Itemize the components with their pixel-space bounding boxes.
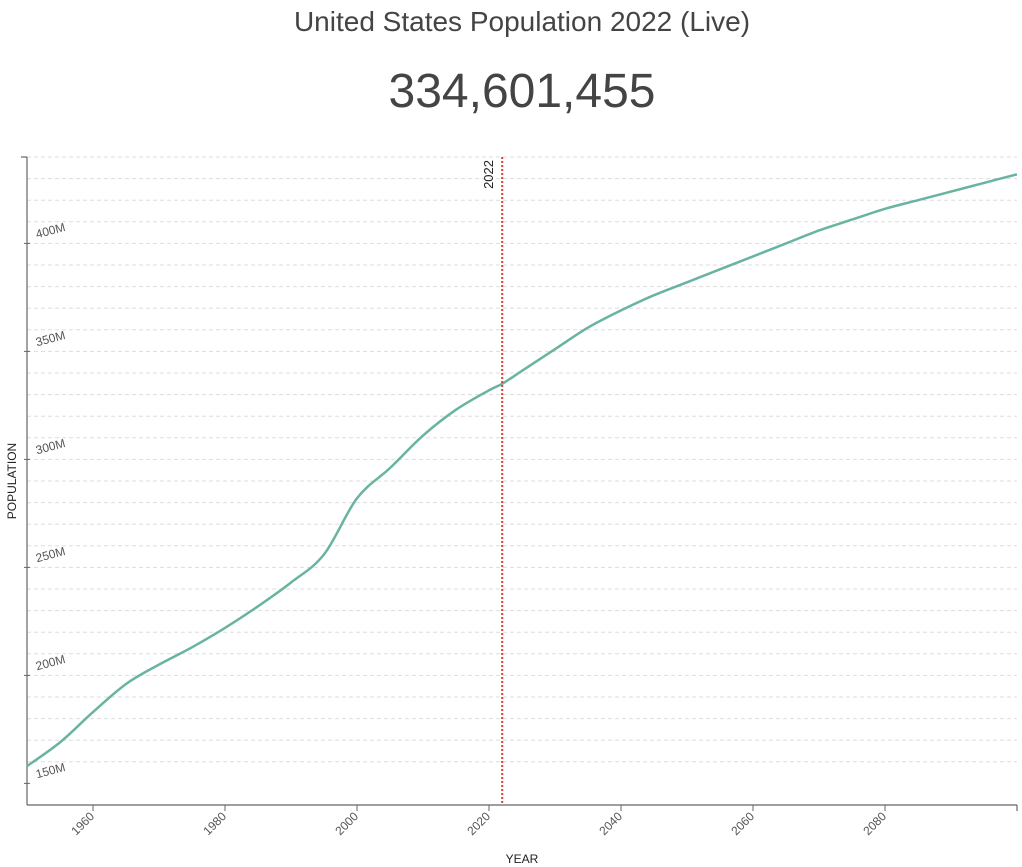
- y-tick-label: 400M: [34, 220, 67, 241]
- x-tick-label: 2000: [332, 809, 361, 838]
- x-tick-label: 2020: [464, 809, 493, 838]
- y-axis-title: POPULATION: [5, 443, 19, 519]
- marker-label: 2022: [481, 160, 496, 189]
- y-tick-label: 300M: [34, 436, 67, 457]
- y-tick-label: 200M: [34, 652, 67, 673]
- page-title: United States Population 2022 (Live): [293, 6, 751, 37]
- axes: 150M 200M 250M 300M 350M 400M 1960 1980 2000 2020…: [21, 156, 1018, 838]
- y-tick-label: 350M: [34, 328, 67, 349]
- y-tick-label: 150M: [34, 760, 67, 781]
- x-tick-label: 1980: [200, 809, 229, 838]
- x-axis-title: YEAR: [506, 852, 539, 866]
- x-tick-label: 2040: [596, 809, 625, 838]
- x-tick-label: 2080: [860, 809, 889, 838]
- x-tick-label: 2060: [728, 809, 757, 838]
- y-tick-label: 250M: [34, 544, 67, 565]
- series-layer: [26, 173, 1018, 768]
- current-year-marker: 2022: [481, 157, 504, 805]
- live-population-counter: 334,601,455: [388, 65, 656, 118]
- population-line: [26, 173, 1018, 768]
- x-tick-label: 1960: [68, 809, 97, 838]
- gridlines: [27, 156, 1017, 763]
